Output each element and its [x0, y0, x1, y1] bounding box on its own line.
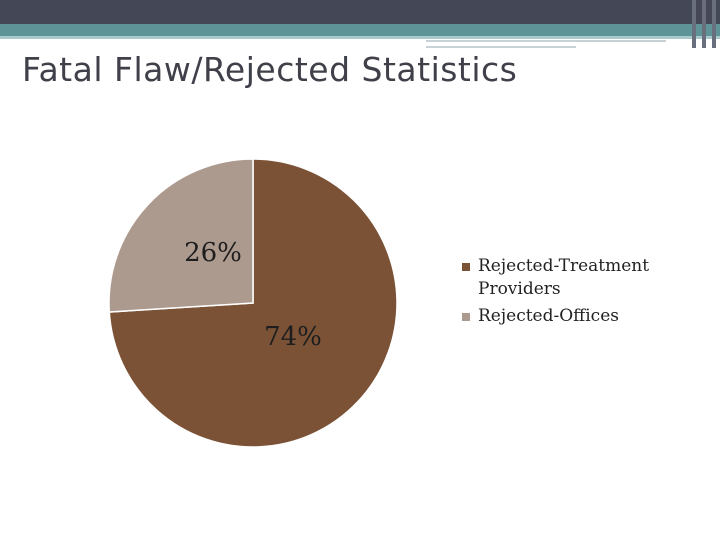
title-rule [426, 40, 666, 42]
pie-data-label: 26% [184, 238, 242, 268]
legend-swatch-treatment-providers [462, 263, 470, 271]
top-banner [0, 0, 720, 24]
pie-slice-offices [108, 158, 254, 313]
pie-data-label: 74% [264, 322, 322, 352]
top-banner-accent-line [0, 36, 720, 39]
corner-decoration [690, 0, 720, 48]
legend-item-treatment-providers: Rejected-Treatment Providers [462, 255, 668, 301]
legend-swatch-offices [462, 313, 470, 321]
legend-label: Rejected-Treatment Providers [478, 256, 650, 299]
chart-legend: Rejected-Treatment Providers Rejected-Of… [462, 255, 668, 332]
legend-item-offices: Rejected-Offices [462, 305, 668, 328]
top-banner-accent [0, 24, 720, 36]
slide-title: Fatal Flaw/Rejected Statistics [22, 50, 518, 89]
legend-label: Rejected-Offices [478, 306, 619, 326]
title-rule-short [426, 46, 576, 48]
